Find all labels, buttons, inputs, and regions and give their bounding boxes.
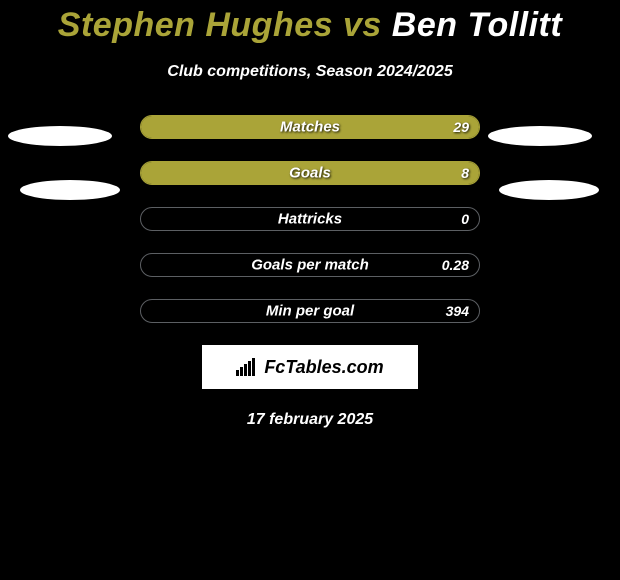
stat-bar: Min per goal 394 (140, 299, 480, 323)
stat-bar: Matches 29 (140, 115, 480, 139)
stat-value: 8 (461, 165, 469, 181)
decor-ellipse (8, 126, 112, 146)
stat-value: 0 (461, 211, 469, 227)
chart-bars-icon (236, 358, 258, 376)
stat-bar: Goals 8 (140, 161, 480, 185)
stat-value: 29 (453, 119, 469, 135)
subtitle-text: Club competitions, Season 2024/2025 (0, 63, 620, 81)
stat-label: Goals (289, 165, 331, 182)
stat-bar: Hattricks 0 (140, 207, 480, 231)
date-text: 17 february 2025 (0, 411, 620, 429)
decor-ellipse (499, 180, 599, 200)
stat-label: Min per goal (266, 303, 354, 320)
stats-area: Matches 29 Goals 8 Hattricks 0 Goals per match… (0, 115, 620, 323)
decor-ellipse (20, 180, 120, 200)
stat-label: Matches (280, 119, 340, 136)
stat-row: Goals per match 0.28 (0, 253, 620, 277)
player-b-name: Ben Tollitt (392, 6, 562, 44)
stat-row: Hattricks 0 (0, 207, 620, 231)
stat-row: Min per goal 394 (0, 299, 620, 323)
logo-box[interactable]: FcTables.com (202, 345, 418, 389)
stat-value: 394 (446, 303, 469, 319)
versus-text: vs (343, 6, 382, 44)
stat-bar: Goals per match 0.28 (140, 253, 480, 277)
stat-value: 0.28 (442, 257, 469, 273)
player-a-name: Stephen Hughes (58, 6, 333, 44)
stat-label: Goals per match (251, 257, 369, 274)
logo-text: FcTables.com (264, 357, 383, 378)
decor-ellipse (488, 126, 592, 146)
comparison-title: Stephen Hughes vs Ben Tollitt (0, 0, 620, 45)
stat-label: Hattricks (278, 211, 342, 228)
